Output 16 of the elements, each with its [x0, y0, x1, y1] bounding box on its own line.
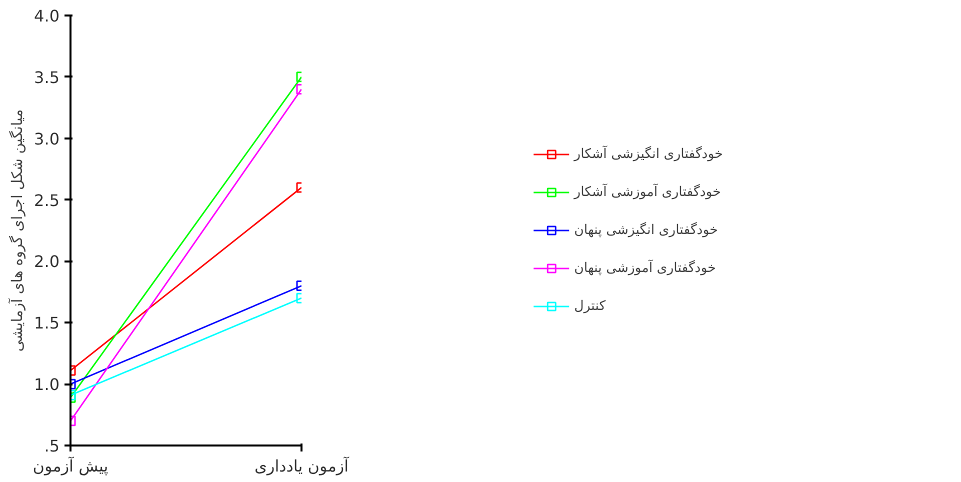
y-axis-title: میانگین شکل اجرای گروه های آزمایشی [8, 109, 26, 352]
x-tick-label: پیش آزمون [32, 456, 108, 476]
y-tick-label: 1.0 [34, 375, 60, 394]
y-tick-label: 2.5 [34, 190, 60, 210]
y-tick-label: 3.5 [34, 68, 60, 87]
x-tick-label: آزمون یادداری [254, 456, 350, 476]
y-tick-label: 3.0 [34, 129, 60, 148]
legend-label: خودگفتاری آموزشی پنهان [574, 260, 716, 276]
legend-label: کنترل [574, 298, 606, 314]
y-tick-label: 4.0 [34, 6, 60, 26]
y-tick-label: 1.5 [34, 314, 60, 333]
legend-label: خودگفتاری آموزشی آشکار [574, 184, 721, 200]
y-tick-label: .5 [44, 436, 60, 456]
legend-label: خودگفتاری انگیزشی پنهان [574, 222, 718, 238]
legend-label: خودگفتاری انگیزشی آشکار [574, 146, 723, 162]
y-tick-label: 2.0 [34, 252, 60, 272]
